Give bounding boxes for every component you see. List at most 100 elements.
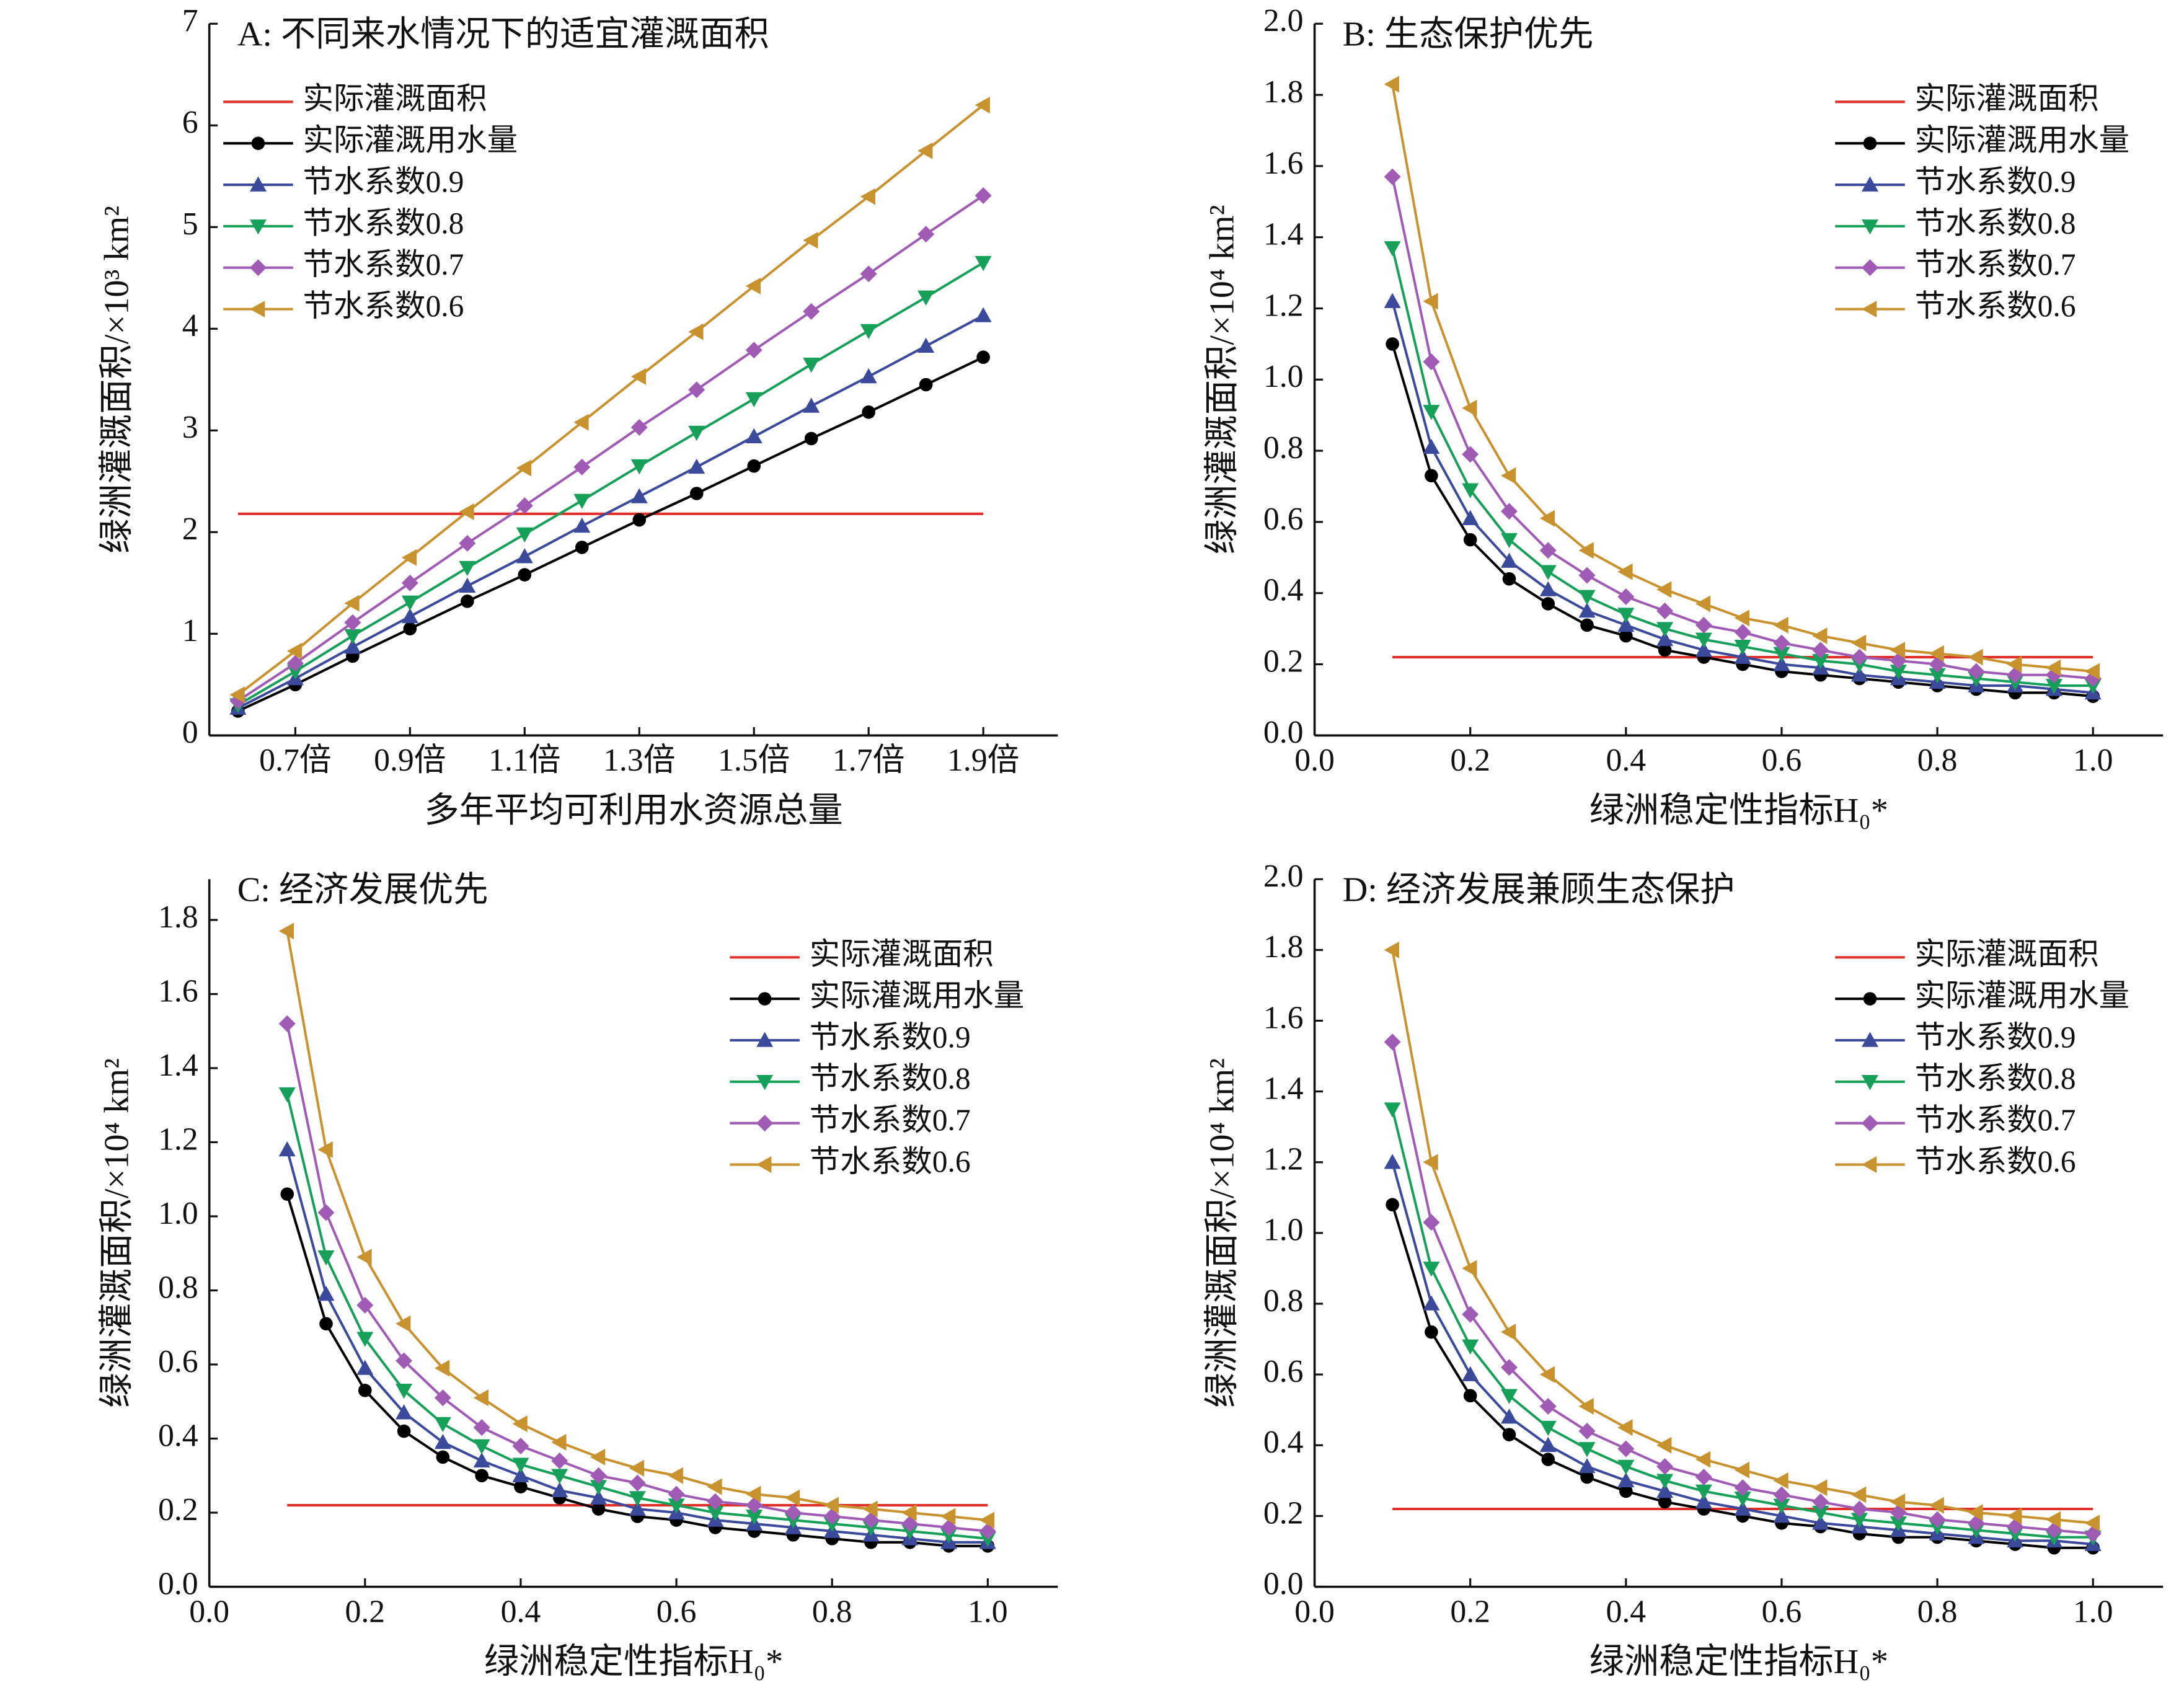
x-tick-label: 1.7倍: [833, 743, 904, 778]
legend-marker: [249, 176, 267, 192]
data-point: [475, 1469, 489, 1483]
data-point: [630, 368, 647, 385]
x-axis-label: 绿洲稳定性指标H₀*: [1589, 791, 1888, 829]
data-point: [401, 574, 418, 591]
data-point: [1617, 608, 1635, 623]
x-tick-label: 0.2: [345, 1594, 385, 1629]
data-point: [630, 459, 648, 475]
y-tick-label: 1.8: [1263, 74, 1304, 110]
data-point: [862, 405, 875, 419]
data-point: [459, 534, 476, 552]
data-point: [1695, 632, 1712, 648]
data-point: [630, 418, 648, 436]
data-point: [688, 458, 705, 474]
x-tick-label: 0.4: [1606, 743, 1646, 778]
legend-label: 节水系数0.6: [303, 289, 464, 323]
data-point: [1462, 1339, 1479, 1355]
data-point: [473, 1389, 489, 1407]
data-point: [1617, 1459, 1635, 1475]
legend-label: 实际灌溉用水量: [810, 978, 1025, 1012]
data-point: [632, 513, 647, 527]
data-point: [356, 1296, 374, 1314]
chart-title: A: 不同来水情况下的适宜灌溉面积: [237, 15, 769, 54]
data-point: [1656, 602, 1674, 619]
legend-marker: [1861, 301, 1877, 318]
data-point: [473, 1419, 490, 1436]
y-tick-label: 1: [182, 613, 198, 648]
data-point: [1539, 1366, 1555, 1383]
data-point: [1384, 1154, 1401, 1169]
data-point: [803, 397, 820, 413]
chart-title: D: 经济发展兼顾生态保护: [1343, 871, 1735, 909]
data-point: [976, 350, 990, 365]
data-point: [1773, 1472, 1788, 1489]
x-tick-label: 0.9倍: [374, 743, 446, 778]
data-point: [630, 488, 648, 503]
x-axis-label: 绿洲稳定性指标H₀*: [484, 1642, 783, 1681]
data-point: [1851, 634, 1867, 652]
legend-marker: [756, 1115, 774, 1132]
legend-label: 节水系数0.8: [810, 1061, 971, 1095]
data-point: [1462, 446, 1479, 463]
y-tick-label: 0.8: [1263, 1283, 1304, 1319]
data-point: [401, 595, 418, 611]
data-point: [975, 187, 992, 204]
data-point: [1423, 353, 1440, 371]
data-point: [975, 96, 990, 113]
y-tick-label: 0.8: [158, 1270, 198, 1305]
legend-label: 实际灌溉面积: [1915, 937, 2099, 971]
data-point: [1462, 1306, 1479, 1323]
data-point: [1773, 656, 1790, 671]
y-tick-label: 1.6: [1263, 146, 1304, 181]
data-point: [397, 1424, 411, 1438]
data-point: [516, 527, 533, 543]
data-point: [1929, 1497, 1944, 1514]
x-tick-label: 0.2: [1450, 743, 1490, 778]
data-point: [668, 1498, 685, 1514]
x-tick-label: 0.0: [189, 1594, 229, 1629]
x-axis-label: 多年平均可利用水资源总量: [424, 791, 842, 829]
data-point: [747, 459, 761, 473]
data-point: [1812, 1493, 1829, 1511]
data-point: [1539, 581, 1557, 596]
chart-title: B: 生态保护优先: [1343, 15, 1594, 54]
data-point: [551, 1469, 568, 1484]
x-axis-label: 绿洲稳定性指标H₀*: [1589, 1642, 1888, 1681]
data-point: [1463, 533, 1477, 547]
data-point: [1578, 590, 1596, 605]
data-point: [1656, 630, 1674, 647]
legend-marker: [1861, 259, 1879, 276]
legend-marker: [251, 136, 265, 150]
data-point: [1539, 565, 1557, 580]
data-point: [1617, 588, 1635, 605]
data-point: [1968, 648, 1983, 666]
data-point: [1617, 563, 1633, 580]
data-point: [573, 493, 591, 509]
y-axis-label: 绿洲灌溉面积/×10⁴ km²: [1203, 205, 1241, 554]
legend-label: 节水系数0.7: [1915, 1103, 2076, 1137]
data-point: [319, 1317, 333, 1331]
legend-marker: [1861, 176, 1879, 192]
data-point: [1734, 1492, 1751, 1507]
data-point: [1425, 469, 1438, 483]
data-point: [1734, 640, 1751, 655]
y-tick-label: 0.4: [158, 1418, 198, 1453]
data-point: [512, 1467, 529, 1483]
data-point: [1578, 602, 1596, 618]
data-point: [512, 1457, 529, 1473]
x-tick-label: 0.8: [812, 1594, 852, 1629]
legend-label: 节水系数0.6: [810, 1144, 971, 1179]
data-point: [401, 608, 418, 624]
series-line: [286, 1023, 988, 1532]
y-tick-label: 1.0: [158, 1196, 198, 1231]
y-tick-label: 0.6: [1263, 502, 1304, 537]
data-point: [1851, 1513, 1868, 1528]
legend-label: 节水系数0.7: [1915, 247, 2076, 281]
data-point: [1734, 1461, 1749, 1479]
data-point: [358, 1384, 372, 1397]
data-point: [1851, 1500, 1868, 1518]
data-point: [516, 548, 533, 564]
x-tick-label: 0.7倍: [259, 743, 331, 778]
data-point: [590, 1489, 608, 1505]
legend-marker: [756, 1156, 772, 1174]
